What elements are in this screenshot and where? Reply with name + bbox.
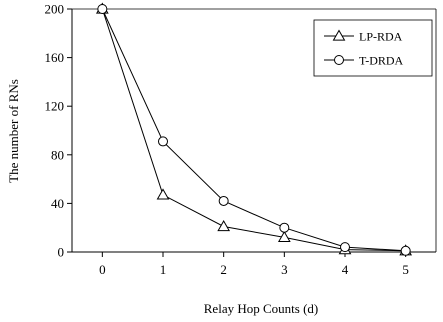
data-point-t-drda <box>218 195 229 206</box>
x-tick-label: 1 <box>160 262 167 277</box>
series-layer <box>95 2 413 256</box>
legend-label: LP-RDA <box>359 30 403 44</box>
legend-item-t-drda: T-DRDA <box>324 54 404 68</box>
y-tick-label: 0 <box>58 245 65 260</box>
y-tick-label: 200 <box>45 2 65 17</box>
x-tick-label: 0 <box>99 262 106 277</box>
data-point-t-drda <box>400 245 411 256</box>
y-tick-label: 80 <box>51 147 64 162</box>
y-axis-ticks: 0 40 80 120 160 200 <box>45 2 72 260</box>
series-line-t-drda <box>101 8 406 252</box>
y-tick-label: 120 <box>45 99 65 114</box>
y-tick-label: 40 <box>51 196 64 211</box>
legend-box <box>313 19 433 77</box>
data-point-t-drda <box>158 136 168 147</box>
y-axis-title: The number of RNs <box>6 79 21 183</box>
x-tick-label: 4 <box>342 262 349 277</box>
legend: LP-RDA T-DRDA <box>313 19 433 77</box>
data-point-lp-rda <box>217 219 231 232</box>
y-tick-label: 160 <box>45 50 65 65</box>
legend-item-lp-rda: LP-RDA <box>324 29 403 44</box>
legend-marker-circle <box>334 55 344 65</box>
data-point-t-drda <box>279 222 290 233</box>
x-tick-label: 5 <box>402 262 409 277</box>
legend-marker-triangle <box>332 29 346 41</box>
x-axis-ticks: 0 1 2 3 4 5 <box>99 252 409 277</box>
series-t-drda <box>97 4 411 256</box>
data-point-lp-rda <box>156 188 170 200</box>
data-point-t-drda <box>97 4 108 14</box>
x-axis-title: Relay Hop Counts (d) <box>204 301 318 316</box>
x-tick-label: 2 <box>220 262 227 277</box>
series-line-lp-rda <box>101 8 406 252</box>
plot-frame <box>71 8 437 253</box>
data-point-lp-rda <box>277 230 291 243</box>
legend-label: T-DRDA <box>359 54 404 68</box>
data-point-t-drda <box>340 242 350 253</box>
x-tick-label: 3 <box>281 262 288 277</box>
